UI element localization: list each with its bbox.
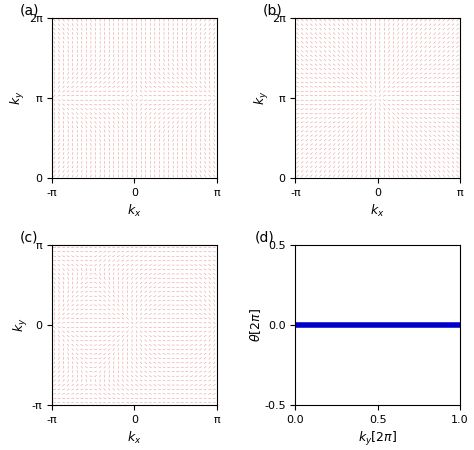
X-axis label: $k_y[2\pi]$: $k_y[2\pi]$	[358, 430, 397, 448]
Text: (a): (a)	[19, 4, 39, 18]
Y-axis label: $\theta[2\pi]$: $\theta[2\pi]$	[248, 308, 263, 342]
Y-axis label: $k_y$: $k_y$	[253, 91, 271, 105]
X-axis label: $k_x$: $k_x$	[370, 203, 385, 219]
Text: (b): (b)	[263, 4, 283, 18]
Y-axis label: $k_y$: $k_y$	[12, 318, 30, 332]
Text: (d): (d)	[255, 231, 274, 245]
X-axis label: $k_x$: $k_x$	[127, 203, 142, 219]
Text: (c): (c)	[19, 231, 38, 245]
Y-axis label: $k_y$: $k_y$	[9, 91, 27, 105]
X-axis label: $k_x$: $k_x$	[127, 430, 142, 446]
